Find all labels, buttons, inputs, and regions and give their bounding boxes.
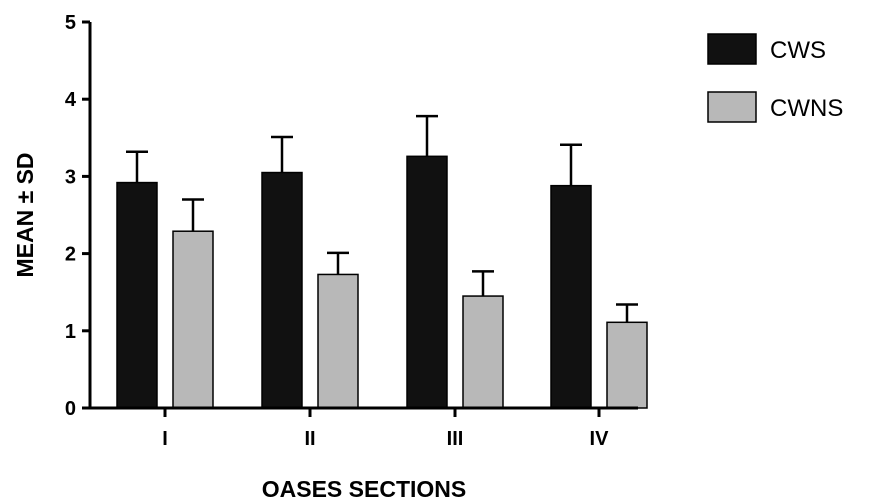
x-ticks: I II III IV [162,408,609,450]
y-tick-label: 0 [65,398,76,420]
y-axis-title: MEAN ± SD [12,152,38,277]
x-tick-label: II [304,428,315,450]
y-tick-label: 3 [65,166,76,188]
legend-label-cwns: CWNS [770,95,843,122]
y-tick-label: 1 [65,321,76,343]
bar-cws [406,155,448,409]
x-axis-title: OASES SECTIONS [262,476,466,502]
bar-cwns [462,295,504,409]
bars-layer [116,114,648,409]
legend-swatch-cwns [707,91,757,123]
bar-cws [550,184,592,409]
legend: CWS CWNS [707,33,843,123]
y-tick-label: 2 [65,244,76,266]
y-ticks: 0 1 2 3 4 5 [65,12,90,420]
legend-label-cws: CWS [770,37,826,64]
y-tick-label: 4 [65,89,77,111]
bar-cwns [172,230,214,409]
axes-layer [88,22,638,410]
x-tick-label: I [162,428,168,450]
bar-cws [116,181,158,409]
x-tick-label: IV [590,428,610,450]
x-tick-label: III [447,428,464,450]
y-tick-label: 5 [65,12,76,34]
legend-swatch-cws [707,33,757,65]
bar-cwns [606,321,648,409]
bar-cwns [317,273,359,409]
bar-cws [261,171,303,409]
